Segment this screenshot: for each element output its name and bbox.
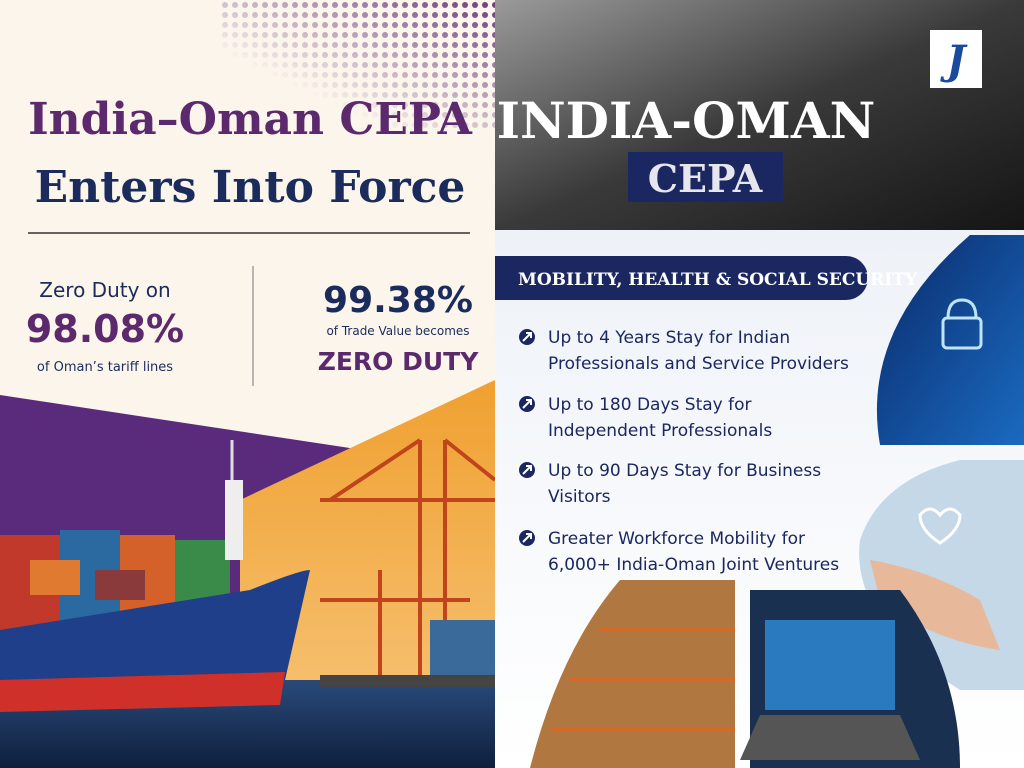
bullet-text: Up to 90 Days Stay for Business bbox=[548, 461, 821, 481]
hand bbox=[870, 560, 1000, 650]
stat2-caption: of Trade Value becomes bbox=[326, 324, 469, 338]
ship-hull bbox=[0, 570, 310, 690]
bullet-list: Up to 4 Years Stay for Indian Professiona… bbox=[519, 328, 849, 575]
crane-cable bbox=[328, 438, 422, 502]
bullet-arrow bbox=[522, 332, 532, 342]
stat1-value: 98.08% bbox=[26, 307, 184, 351]
ship-waterline bbox=[0, 672, 285, 712]
laptop-screen bbox=[765, 620, 895, 710]
bullet-arrow bbox=[522, 465, 532, 475]
bullet-arrow bbox=[522, 399, 532, 409]
bullet-text: Professionals and Service Providers bbox=[548, 354, 849, 374]
cranes bbox=[320, 438, 497, 680]
bullet-text: Greater Workforce Mobility for bbox=[548, 529, 805, 549]
warehouse-image bbox=[530, 580, 735, 768]
lock-body bbox=[941, 316, 983, 350]
title-line1: India–Oman CEPA bbox=[28, 94, 473, 145]
container-stack bbox=[95, 570, 145, 600]
container-stack bbox=[30, 560, 80, 595]
heart-icon bbox=[918, 507, 962, 545]
bullet-text: Up to 4 Years Stay for Indian bbox=[548, 328, 790, 348]
stat1-lead: Zero Duty on bbox=[39, 278, 170, 302]
laptop-keyboard bbox=[740, 715, 920, 760]
title-line2: Enters Into Force bbox=[35, 162, 466, 213]
bullet-arrow bbox=[522, 533, 532, 543]
stat2-value: 99.38% bbox=[323, 280, 473, 321]
lock-shackle bbox=[946, 298, 978, 319]
dot-pattern bbox=[220, 0, 495, 130]
stacked-containers bbox=[430, 620, 495, 675]
stat1-caption: of Oman’s tariff lines bbox=[37, 360, 173, 375]
bullet-text: Up to 180 Days Stay for bbox=[548, 395, 752, 415]
bullet-text: Visitors bbox=[548, 487, 611, 507]
stat2-tail: ZERO DUTY bbox=[318, 347, 480, 376]
crane-cable bbox=[443, 438, 497, 482]
ship-bridge bbox=[225, 480, 243, 560]
logo-box bbox=[930, 30, 982, 88]
subtitle-box bbox=[628, 152, 783, 202]
banner bbox=[495, 256, 868, 300]
right-subtitle: CEPA bbox=[648, 156, 763, 201]
shelves bbox=[550, 628, 735, 732]
bullet-text: 6,000+ India-Oman Joint Ventures bbox=[548, 555, 839, 575]
security-image bbox=[876, 235, 1024, 445]
right-title: INDIA-OMAN bbox=[497, 91, 876, 150]
banner-text: MOBILITY, HEALTH & SOCIAL SECURITY bbox=[518, 270, 918, 290]
dock bbox=[320, 675, 495, 687]
bullet-text: Independent Professionals bbox=[548, 421, 772, 441]
